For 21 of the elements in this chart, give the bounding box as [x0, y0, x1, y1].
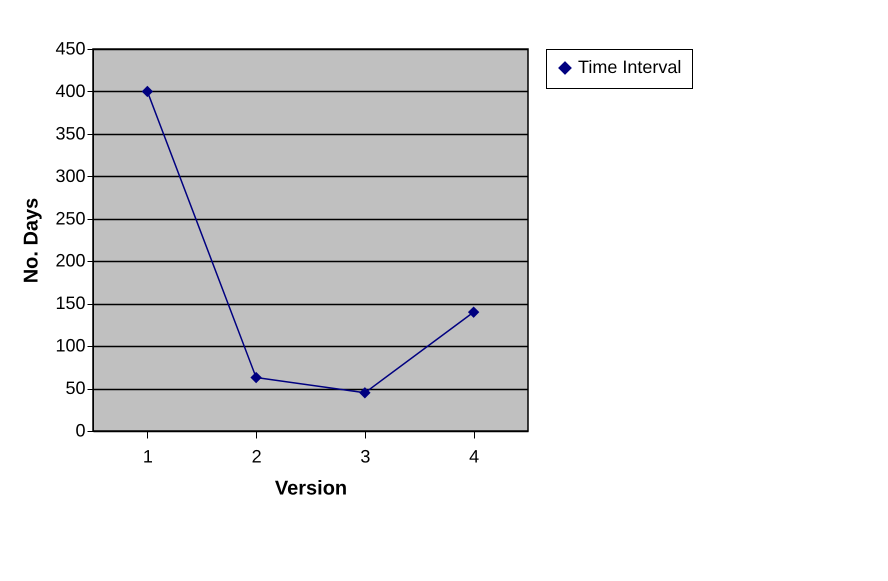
y-tick-label: 250 [55, 208, 86, 228]
y-tick-label: 0 [75, 420, 86, 440]
y-tick-label: 150 [55, 293, 86, 314]
y-tick-label: 350 [55, 123, 86, 144]
point [142, 86, 154, 98]
y-axis-title: No. Days [20, 198, 42, 284]
legend-label: Time Interval [578, 57, 682, 77]
x-tick-label: 2 [252, 446, 262, 466]
y-tick-label: 100 [55, 336, 86, 356]
y-tick-label: 400 [55, 80, 86, 101]
y-tick-label: 200 [55, 250, 86, 271]
y-tick-label: 50 [65, 378, 86, 398]
x-tick-label: 1 [142, 446, 153, 466]
point [359, 387, 371, 398]
x-tick-label: 3 [360, 446, 370, 466]
y-tick-label: 450 [55, 38, 86, 58]
x-tick-label: 4 [469, 446, 480, 466]
x-axis-title: Version [274, 478, 348, 500]
point [468, 306, 480, 318]
y-tick-label: 300 [55, 166, 86, 186]
point [250, 372, 262, 384]
